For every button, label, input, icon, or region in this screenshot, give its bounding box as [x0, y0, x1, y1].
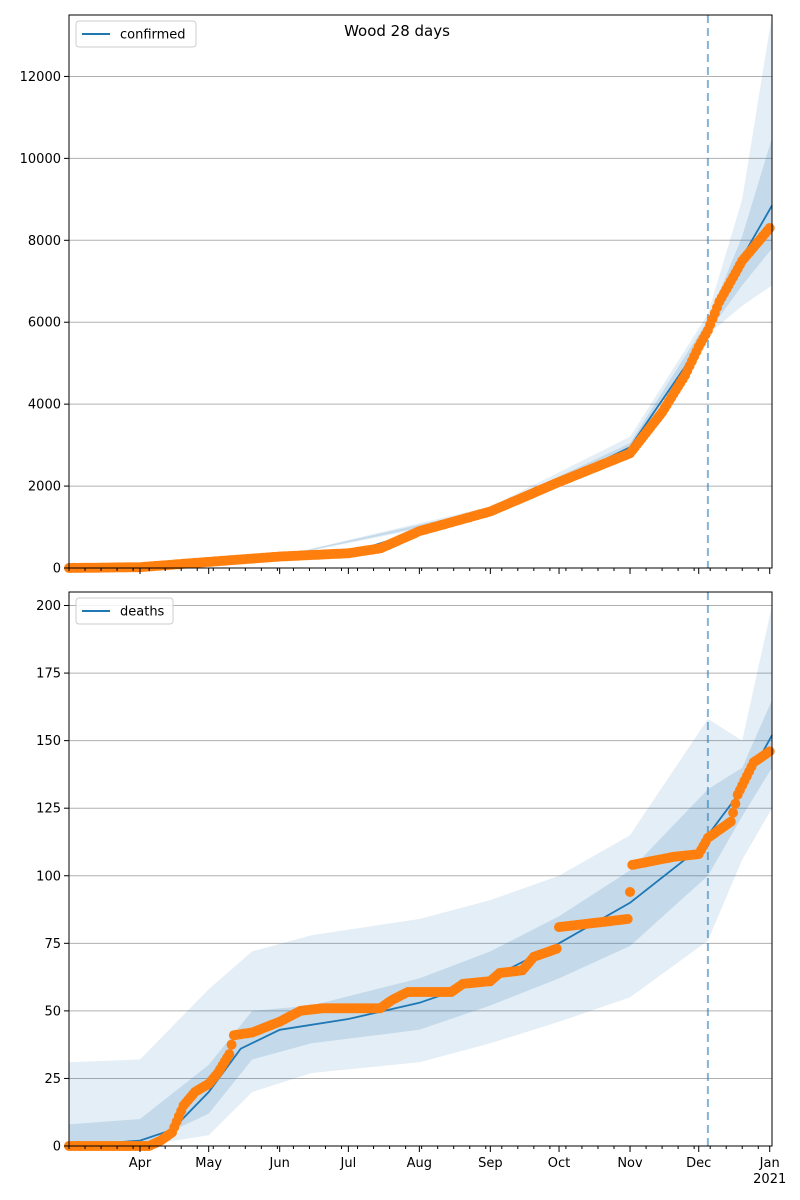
y-tick-label: 125 — [36, 802, 61, 817]
legend-box — [75, 20, 197, 48]
x-tick-label: Jan — [759, 1156, 780, 1171]
y-tick-label: 75 — [44, 937, 61, 952]
y-tick-label: 4000 — [28, 398, 61, 413]
y-tick-label: 200 — [36, 599, 61, 614]
y-tick-label: 0 — [53, 1140, 61, 1155]
axes-frame — [68, 14, 773, 569]
y-tick-label: 8000 — [28, 234, 61, 249]
legend-box — [75, 597, 174, 625]
data-point — [728, 807, 739, 818]
legend-label: confirmed — [120, 28, 186, 43]
legend-label: deaths — [120, 605, 165, 620]
y-tick-label: 150 — [36, 734, 61, 749]
axes-frame — [68, 591, 773, 1147]
confirmed-panel: 0 2000 4000 6000 8000 10000 12000 confirmed — [20, 14, 775, 577]
x-tick-label: Dec — [686, 1156, 711, 1171]
x-tick-label: Apr — [129, 1156, 152, 1171]
deaths-panel: 0 25 50 75 100 125 150 175 200 Apr May Jun Jul Aug Sep… — [36, 591, 786, 1187]
y-tick-label: 0 — [53, 562, 61, 577]
uncertainty-band-outer — [69, 605, 772, 1146]
x-tick-label: Oct — [548, 1156, 570, 1171]
y-tick-label: 25 — [44, 1072, 61, 1087]
y-tick-label: 50 — [44, 1004, 61, 1019]
uncertainty-band-outer — [69, 15, 772, 568]
y-tick-label: 2000 — [28, 480, 61, 495]
y-tick-label: 6000 — [28, 316, 61, 331]
y-tick-label: 10000 — [20, 152, 61, 167]
x-tick-label: Sep — [478, 1156, 503, 1171]
x-tick-label: Jun — [269, 1156, 290, 1171]
x-year-label: 2021 — [753, 1172, 786, 1187]
x-tick-label: Jul — [340, 1156, 357, 1171]
data-point — [730, 798, 741, 809]
x-tick-label: May — [195, 1156, 222, 1171]
x-tick-label: Aug — [407, 1156, 432, 1171]
data-point — [764, 223, 775, 233]
data-point — [551, 943, 562, 954]
data-point — [622, 914, 633, 924]
data-point — [725, 816, 736, 827]
uncertainty-band-inner — [69, 137, 772, 568]
x-tick-label: Nov — [617, 1156, 643, 1171]
data-point — [224, 1049, 235, 1060]
data-point — [764, 746, 775, 757]
y-tick-label: 12000 — [20, 70, 61, 85]
data-point — [226, 1039, 237, 1050]
data-point — [625, 887, 635, 897]
chart-title: Wood 28 days — [344, 22, 450, 40]
y-tick-label: 100 — [36, 869, 61, 884]
y-tick-label: 175 — [36, 667, 61, 682]
